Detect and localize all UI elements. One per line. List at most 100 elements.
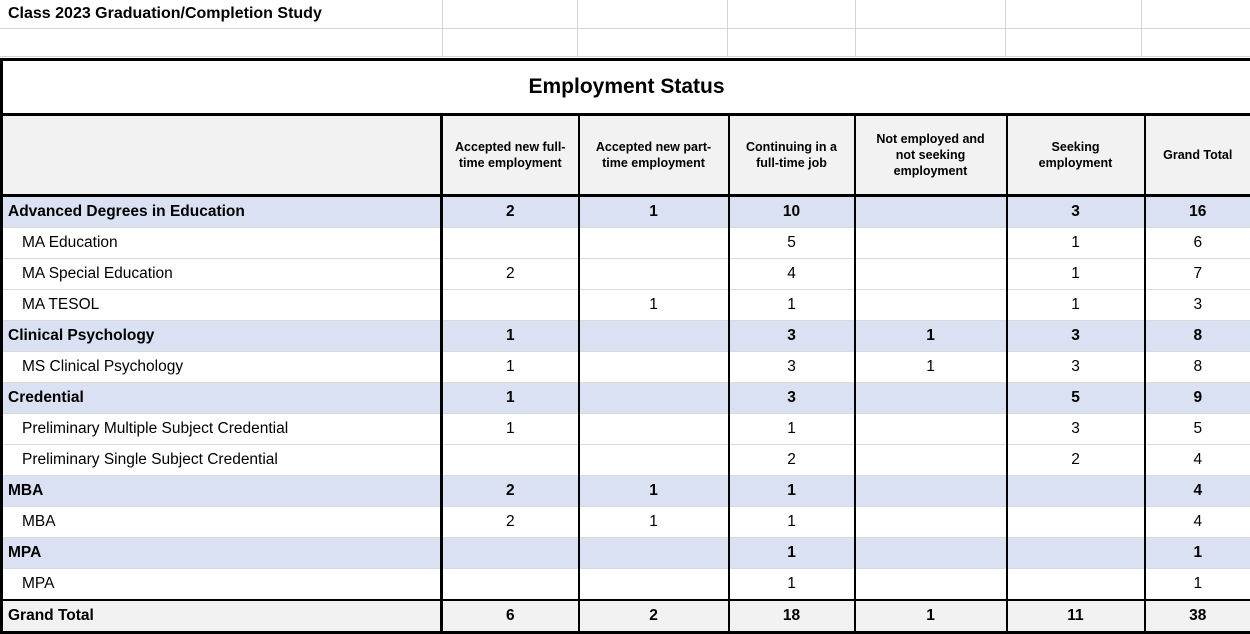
- value-cell[interactable]: 3: [729, 352, 855, 383]
- value-cell[interactable]: 38: [1145, 600, 1250, 633]
- value-cell[interactable]: 3: [1145, 290, 1250, 321]
- value-cell[interactable]: [855, 507, 1007, 538]
- value-cell[interactable]: 2: [442, 476, 579, 507]
- value-cell[interactable]: 3: [1007, 352, 1145, 383]
- value-cell[interactable]: 5: [1007, 383, 1145, 414]
- value-cell[interactable]: 1: [729, 476, 855, 507]
- value-cell[interactable]: 1: [1007, 290, 1145, 321]
- row-label-cell[interactable]: MA Education: [2, 228, 442, 259]
- value-cell[interactable]: [855, 414, 1007, 445]
- value-cell[interactable]: [579, 352, 729, 383]
- value-cell[interactable]: 1: [729, 290, 855, 321]
- value-cell[interactable]: [1007, 476, 1145, 507]
- value-cell[interactable]: 1: [1007, 259, 1145, 290]
- value-cell[interactable]: 4: [1145, 507, 1250, 538]
- value-cell[interactable]: 5: [1145, 414, 1250, 445]
- value-cell[interactable]: 2: [1007, 445, 1145, 476]
- value-cell[interactable]: 10: [729, 196, 855, 228]
- value-cell[interactable]: 2: [442, 507, 579, 538]
- column-header-seeking[interactable]: Seeking employment: [1007, 115, 1145, 196]
- value-cell[interactable]: [579, 569, 729, 601]
- value-cell[interactable]: 1: [729, 414, 855, 445]
- value-cell[interactable]: [855, 259, 1007, 290]
- value-cell[interactable]: [855, 196, 1007, 228]
- value-cell[interactable]: [579, 383, 729, 414]
- value-cell[interactable]: 1: [579, 196, 729, 228]
- value-cell[interactable]: 6: [442, 600, 579, 633]
- row-label-cell[interactable]: Preliminary Single Subject Credential: [2, 445, 442, 476]
- value-cell[interactable]: [442, 228, 579, 259]
- corner-cell[interactable]: [2, 115, 442, 196]
- value-cell[interactable]: 1: [729, 569, 855, 601]
- value-cell[interactable]: 2: [729, 445, 855, 476]
- value-cell[interactable]: 1: [855, 352, 1007, 383]
- column-header-continuing[interactable]: Continuing in a full-time job: [729, 115, 855, 196]
- sheet-title-cell[interactable]: Class 2023 Graduation/Completion Study: [8, 0, 322, 28]
- row-label-cell[interactable]: Grand Total: [2, 600, 442, 633]
- value-cell[interactable]: [855, 476, 1007, 507]
- value-cell[interactable]: [855, 569, 1007, 601]
- value-cell[interactable]: [442, 538, 579, 569]
- value-cell[interactable]: [579, 445, 729, 476]
- row-label-cell[interactable]: Credential: [2, 383, 442, 414]
- value-cell[interactable]: 4: [1145, 445, 1250, 476]
- value-cell[interactable]: 8: [1145, 352, 1250, 383]
- value-cell[interactable]: [855, 538, 1007, 569]
- value-cell[interactable]: 1: [729, 507, 855, 538]
- row-label-cell[interactable]: MS Clinical Psychology: [2, 352, 442, 383]
- row-label-cell[interactable]: MBA: [2, 507, 442, 538]
- column-header-not-employed[interactable]: Not employed and not seeking employment: [855, 115, 1007, 196]
- value-cell[interactable]: 2: [442, 196, 579, 228]
- value-cell[interactable]: 11: [1007, 600, 1145, 633]
- row-label-cell[interactable]: Clinical Psychology: [2, 321, 442, 352]
- value-cell[interactable]: 4: [1145, 476, 1250, 507]
- row-label-cell[interactable]: MA TESOL: [2, 290, 442, 321]
- value-cell[interactable]: [579, 538, 729, 569]
- value-cell[interactable]: 1: [1145, 569, 1250, 601]
- value-cell[interactable]: [855, 445, 1007, 476]
- value-cell[interactable]: [1007, 538, 1145, 569]
- column-header-full-time[interactable]: Accepted new full-time employment: [442, 115, 579, 196]
- value-cell[interactable]: [442, 569, 579, 601]
- value-cell[interactable]: 1: [579, 507, 729, 538]
- table-title[interactable]: Employment Status: [2, 60, 1250, 115]
- value-cell[interactable]: 3: [729, 321, 855, 352]
- value-cell[interactable]: [1007, 569, 1145, 601]
- value-cell[interactable]: 1: [855, 600, 1007, 633]
- value-cell[interactable]: 7: [1145, 259, 1250, 290]
- column-header-grand-total[interactable]: Grand Total: [1145, 115, 1250, 196]
- value-cell[interactable]: [855, 228, 1007, 259]
- value-cell[interactable]: 18: [729, 600, 855, 633]
- value-cell[interactable]: 2: [442, 259, 579, 290]
- row-label-cell[interactable]: MPA: [2, 538, 442, 569]
- value-cell[interactable]: [855, 290, 1007, 321]
- value-cell[interactable]: [1007, 507, 1145, 538]
- value-cell[interactable]: 3: [1007, 196, 1145, 228]
- value-cell[interactable]: [579, 259, 729, 290]
- value-cell[interactable]: 2: [579, 600, 729, 633]
- value-cell[interactable]: [855, 383, 1007, 414]
- row-label-cell[interactable]: Advanced Degrees in Education: [2, 196, 442, 228]
- value-cell[interactable]: 16: [1145, 196, 1250, 228]
- value-cell[interactable]: [579, 228, 729, 259]
- value-cell[interactable]: 1: [442, 383, 579, 414]
- value-cell[interactable]: 1: [442, 414, 579, 445]
- value-cell[interactable]: 1: [442, 352, 579, 383]
- column-header-part-time[interactable]: Accepted new part-time employment: [579, 115, 729, 196]
- row-label-cell[interactable]: MA Special Education: [2, 259, 442, 290]
- value-cell[interactable]: 1: [579, 290, 729, 321]
- value-cell[interactable]: 1: [1145, 538, 1250, 569]
- value-cell[interactable]: [442, 445, 579, 476]
- value-cell[interactable]: 6: [1145, 228, 1250, 259]
- value-cell[interactable]: 1: [729, 538, 855, 569]
- row-label-cell[interactable]: MBA: [2, 476, 442, 507]
- value-cell[interactable]: [579, 414, 729, 445]
- value-cell[interactable]: [579, 321, 729, 352]
- value-cell[interactable]: 3: [1007, 321, 1145, 352]
- value-cell[interactable]: 5: [729, 228, 855, 259]
- value-cell[interactable]: [442, 290, 579, 321]
- value-cell[interactable]: 9: [1145, 383, 1250, 414]
- value-cell[interactable]: 1: [579, 476, 729, 507]
- row-label-cell[interactable]: Preliminary Multiple Subject Credential: [2, 414, 442, 445]
- value-cell[interactable]: 4: [729, 259, 855, 290]
